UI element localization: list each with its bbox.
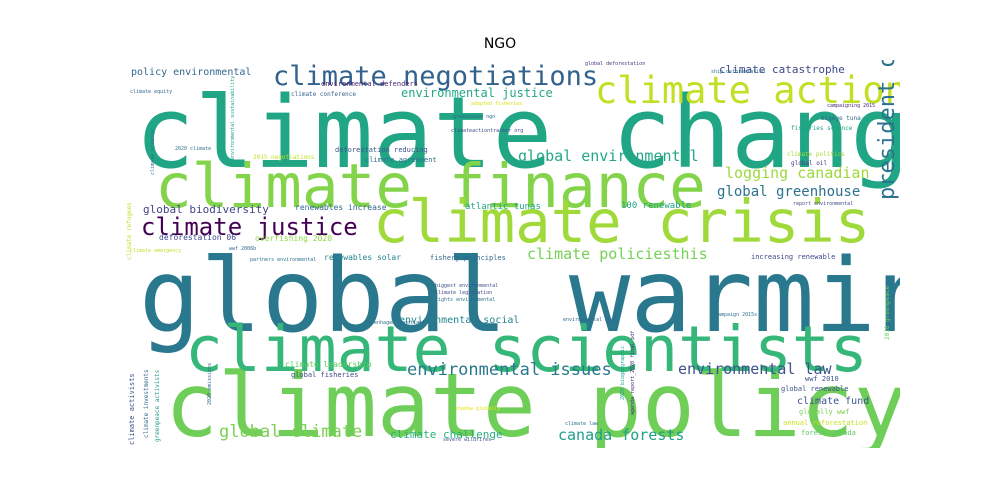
wordcloud-word: wwf 2006b (229, 246, 257, 252)
wordcloud-word: canada forests (558, 426, 685, 444)
wordcloud-word: environmental justice (401, 86, 553, 100)
wordcloud-word: climate negotiations (273, 61, 599, 92)
wordcloud-word: 100 renewable (621, 201, 692, 211)
chart-title: NGO (483, 36, 517, 52)
wordcloud-word: climate emergency (130, 248, 182, 254)
wordcloud-word: logging canadian (725, 164, 870, 182)
wordcloud-word: global environmental (518, 147, 699, 165)
wordcloud-word: global climate (219, 422, 363, 442)
wordcloud-word: partners environmental (250, 257, 317, 263)
wordcloud-word: global biodiversity (143, 203, 269, 216)
wordcloud-word: climateactiontracker org (451, 128, 524, 134)
wordcloud-word: climate conference (291, 91, 357, 98)
wordcloud-word: rights environmental (435, 297, 496, 303)
wordcloud-word: report environmental (793, 201, 854, 207)
wordcloud-word: climate action (595, 69, 900, 112)
wordcloud-word: climate policy (165, 354, 900, 449)
wordcloud-word: renewables solar (324, 253, 402, 262)
wordcloud-word: climate legislation (435, 290, 493, 296)
wordcloud-word: climate equity (130, 89, 173, 95)
wordcloud-word: campaigning 2015 (827, 103, 876, 109)
wordcloud-word: severe wildfires (443, 437, 492, 443)
wordcloud-word: atlantic tunas (465, 202, 541, 212)
wordcloud-word: agenda report_2020 final pdf (630, 330, 636, 415)
wordcloud-word: climate science (150, 129, 156, 175)
wordcloud-word: 2020 biogeographic (620, 345, 626, 400)
wordcloud-word: climate crisis (373, 187, 871, 256)
wordcloud-word: environmental sustainability (230, 75, 236, 160)
wordcloud-word: adopted fisheries (471, 101, 523, 107)
wordcloud-word: policy environmental (131, 67, 252, 78)
wordcloud-word: greenpeace ngo (453, 114, 496, 120)
wordcloud-word: bigeye tuna (821, 115, 861, 122)
wordcloud-word: environmental defenders (321, 80, 418, 88)
wordcloud-word: increasing renewable (751, 253, 836, 261)
wordcloud-word: ship deforestation (711, 69, 766, 75)
wordcloud-word: global oil (791, 160, 828, 167)
wordcloud-word: campaign 2015s (715, 312, 758, 318)
wordcloud-word: fisheries science (791, 125, 853, 132)
wordcloud-word: climate law (565, 421, 599, 427)
wordcloud-word: overfishing 2020 (255, 234, 333, 243)
wordcloud-word: environmental ngos (563, 317, 618, 323)
wordcloud-word: climate challenge (390, 428, 503, 441)
wordcloud-word: 2020 climate (175, 146, 212, 152)
wordcloud-word: climate catastrophe (719, 63, 845, 76)
wordcloud-word: climate finance (155, 151, 706, 222)
wordcloud-word: 2020 emissions (207, 362, 213, 405)
wordcloud-word: environmental issues (407, 360, 612, 380)
wordcloud-word: annual reforestation (783, 419, 868, 427)
wordcloud-word: climate leadership (285, 360, 372, 369)
wordcloud-word: shadow globally (455, 406, 501, 412)
wordcloud-word: president obama (875, 60, 900, 200)
wordcloud-word: climate scientists (185, 313, 868, 386)
wordcloud-word: climate politics (787, 151, 845, 158)
wordcloud-word: 2010 greenpeace (884, 285, 891, 340)
wordcloud-word: greenpeace activists (154, 369, 161, 442)
wordcloud-word: global warming (139, 237, 900, 356)
wordcloud-word: global deforestation (585, 61, 646, 67)
wordcloud-word: climate investments (143, 369, 150, 438)
wordcloud-word: climate fund (797, 396, 870, 407)
wordcloud-word: biggest environmental (435, 283, 499, 289)
wordcloud-word: climate agreement (365, 156, 437, 164)
wordcloud-word: global renewable (781, 385, 849, 393)
wordcloud-word: copenhagen negotiating (365, 320, 432, 326)
wordcloud-word: climate justice (141, 213, 358, 241)
wordcloud-word: global fisheries (291, 371, 359, 379)
wordcloud-word: climate policiesthis (527, 245, 708, 263)
wordcloud-word: environmental law (678, 360, 832, 378)
wordcloud-word: deforestation 06 (159, 233, 237, 242)
wordcloud-word: climate change (135, 76, 900, 191)
wordcloud-word: renewables increase (295, 203, 387, 212)
wordcloud-word: deforestation reducing (335, 146, 428, 154)
wordcloud-word: environmental social (399, 315, 520, 326)
wordcloud-word: climate activists (128, 373, 136, 445)
wordcloud-word: globally wwf (799, 408, 850, 416)
wordcloud-word: wwf 2010 (805, 375, 839, 383)
wordcloud-word: forest canada (801, 429, 856, 437)
wordcloud-word: fishery principles (430, 254, 506, 262)
wordcloud-word: global greenhouse (717, 184, 861, 200)
wordcloud-word: 2015 negotiations (253, 154, 315, 161)
